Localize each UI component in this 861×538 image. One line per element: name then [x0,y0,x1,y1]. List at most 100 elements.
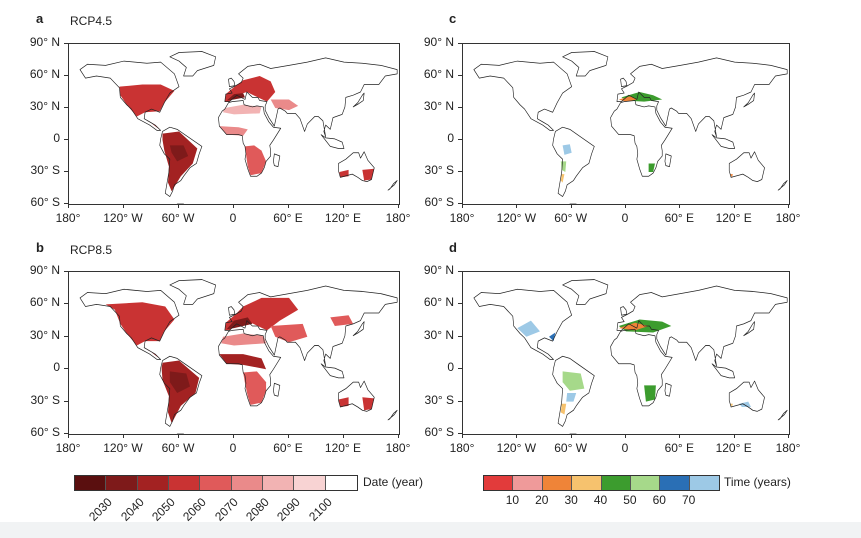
coastline-northAmerica [473,60,572,131]
coastline-southAmerica [552,355,595,427]
coastline-northAmerica [473,288,572,360]
time-colorbar-swatch [513,476,543,490]
lat-tick-mark [64,75,68,76]
time-colorbar-label: 40 [593,493,608,507]
time-colorbar-label: 60 [652,493,666,507]
lon-tick-mark [733,204,735,208]
world-map-c [473,51,788,204]
data-region [221,333,267,346]
lat-tick-mark [64,139,68,140]
data-region [270,99,299,111]
data-region [730,403,733,407]
time-colorbar [483,475,720,491]
coastline-africa [218,328,282,407]
data-region [105,302,175,346]
lon-tick-mark [343,434,344,438]
time-colorbar-swatch [660,476,690,490]
data-region [562,144,572,155]
lon-tick-mark [788,204,789,208]
coastline-greenland [562,279,609,305]
coastline-madagascar [664,153,672,168]
map-panel-a [68,43,400,205]
coastline-uk [620,306,628,316]
coastlines [79,279,398,434]
lat-tick-mark [64,335,68,337]
lat-tick-label: 60° S [30,195,60,209]
lon-tick-mark [733,434,735,438]
time-colorbar-label: 30 [564,493,578,507]
date-colorbar [74,475,358,491]
map-panel-d [462,271,790,435]
lon-tick-label: 180° [385,211,411,225]
lat-tick-mark [458,335,462,337]
coastline-eurasia [224,285,398,367]
coastline-madagascar [273,382,281,397]
lon-tick-label: 0 [621,441,629,455]
world-map-d [473,279,788,434]
lon-tick-mark [462,434,463,438]
panel-letter-c: c [449,11,457,26]
date-colorbar-swatch [262,476,295,490]
lon-tick-mark [398,204,399,208]
data-region [219,126,248,136]
coastline-southAmerica [159,126,203,197]
lat-tick-label: 30° N [29,327,60,342]
coastline-indonesia [711,363,735,379]
lat-tick-label: 60° N [423,67,454,81]
lat-tick-label: 30° S [30,392,60,407]
lon-tick-mark [288,204,289,208]
lon-tick-mark [462,204,463,208]
lon-tick-mark [516,434,518,438]
time-colorbar-label: 50 [623,493,637,507]
data-region [560,174,565,183]
coastline-eurasia [616,57,788,138]
coastline-africa [610,328,673,407]
date-colorbar-swatch [200,476,232,490]
date-colorbar-swatch [75,476,107,490]
lon-tick-label: 180° [55,211,81,225]
lat-tick-mark [458,43,462,44]
data-region [245,145,267,176]
lat-tick-label: 60° N [29,295,60,310]
lat-tick-mark [64,303,68,305]
data-region [224,297,299,331]
lon-tick-mark [123,204,124,208]
lat-tick-label: 60° S [424,195,454,209]
lon-tick-mark [788,434,789,438]
lon-tick-mark [233,434,234,438]
date-colorbar-swatch [231,476,263,490]
coastline-australia [728,380,765,412]
scenario-label-a: RCP4.5 [70,14,113,28]
lon-tick-label: 120° W [103,211,143,225]
lon-tick-mark [679,204,681,208]
lat-tick-mark [458,75,462,76]
lon-tick-label: 120° W [496,211,537,225]
map-panel-b [68,271,400,435]
data-region [119,84,175,117]
coastline-japan [743,321,755,337]
data-region [739,401,751,407]
lat-tick-mark [64,107,68,108]
coastline-greenland [169,279,216,305]
data-region [219,354,267,370]
coastline-indonesia [320,363,345,379]
lon-tick-label: 180° [775,441,801,455]
date-colorbar-swatch [294,476,326,490]
data-region [226,93,245,101]
coastline-eurasia [224,57,398,138]
lon-tick-label: 60° E [664,211,695,225]
lon-tick-mark [398,434,399,438]
date-colorbar-swatch [106,476,138,490]
lat-tick-mark [458,139,462,140]
lon-tick-label: 60° W [554,211,588,225]
world-map-b [79,279,398,434]
data-region [562,371,585,391]
lon-tick-mark [178,204,179,208]
data-region [644,385,656,402]
coastline-nz [387,409,398,421]
lat-tick-label: 90° N [423,35,454,49]
lat-tick-mark [64,400,68,402]
lon-tick-label: 120° E [715,441,752,455]
color-fill-regions [105,297,375,424]
lon-tick-mark [570,434,572,438]
